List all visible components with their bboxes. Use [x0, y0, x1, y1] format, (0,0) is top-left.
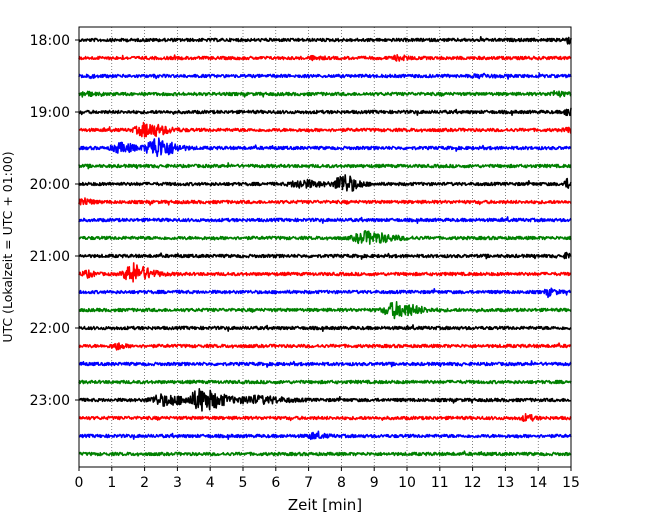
seismic-traces: [78, 35, 572, 457]
x-tick-label: 6: [271, 475, 280, 491]
trace-line: [78, 387, 572, 412]
x-axis-label: Zeit [min]: [288, 496, 362, 514]
x-tick-label: 8: [337, 475, 346, 491]
trace-line: [78, 450, 572, 457]
trace-line: [78, 137, 572, 158]
trace-line: [78, 72, 572, 80]
trace-line: [78, 262, 572, 283]
x-tick-label: 15: [562, 475, 580, 491]
trace-line: [78, 197, 572, 206]
x-tick-label: 12: [464, 475, 482, 491]
trace-line: [78, 412, 572, 423]
x-axis-ticks: 0 1 2 3 4 5 6 7 8 9 10 11 12 13 14 15: [75, 467, 580, 491]
trace-line: [78, 379, 572, 385]
y-axis-label: UTC (Lokalzeit = UTC + 01:00): [0, 151, 15, 342]
trace-line: [78, 342, 572, 351]
x-tick-label: 4: [206, 475, 215, 491]
x-tick-label: 5: [239, 475, 248, 491]
x-tick-label: 14: [529, 475, 547, 491]
trace-line: [78, 90, 572, 98]
trace-line: [78, 230, 572, 245]
y-tick-label: 21:00: [30, 249, 70, 265]
y-axis-ticks: 18:00 19:00 20:00 21:00 22:00 23:00: [30, 33, 79, 409]
trace-line: [78, 107, 572, 117]
x-tick-label: 7: [304, 475, 313, 491]
trace-line: [78, 360, 572, 368]
x-tick-label: 9: [370, 475, 379, 491]
trace-line: [78, 53, 572, 62]
trace-line: [78, 174, 572, 192]
trace-line: [78, 216, 572, 224]
trace-line: [78, 35, 572, 45]
trace-line: [78, 251, 572, 260]
y-tick-label: 20:00: [30, 177, 70, 193]
x-tick-label: 11: [431, 475, 449, 491]
y-tick-label: 22:00: [30, 321, 70, 337]
y-tick-label: 19:00: [30, 105, 70, 121]
x-tick-label: 0: [75, 475, 84, 491]
x-tick-label: 1: [107, 475, 116, 491]
trace-line: [78, 324, 572, 333]
trace-line: [78, 162, 572, 170]
plot-frame: [78, 26, 572, 468]
x-tick-label: 10: [398, 475, 416, 491]
y-tick-label: 23:00: [30, 393, 70, 409]
trace-line: [78, 430, 572, 441]
x-tick-label: 3: [173, 475, 182, 491]
x-tick-label: 2: [140, 475, 149, 491]
x-tick-label: 13: [496, 475, 514, 491]
trace-line: [78, 287, 572, 299]
trace-line: [78, 300, 572, 320]
trace-line: [78, 121, 572, 138]
y-tick-label: 18:00: [30, 33, 70, 49]
